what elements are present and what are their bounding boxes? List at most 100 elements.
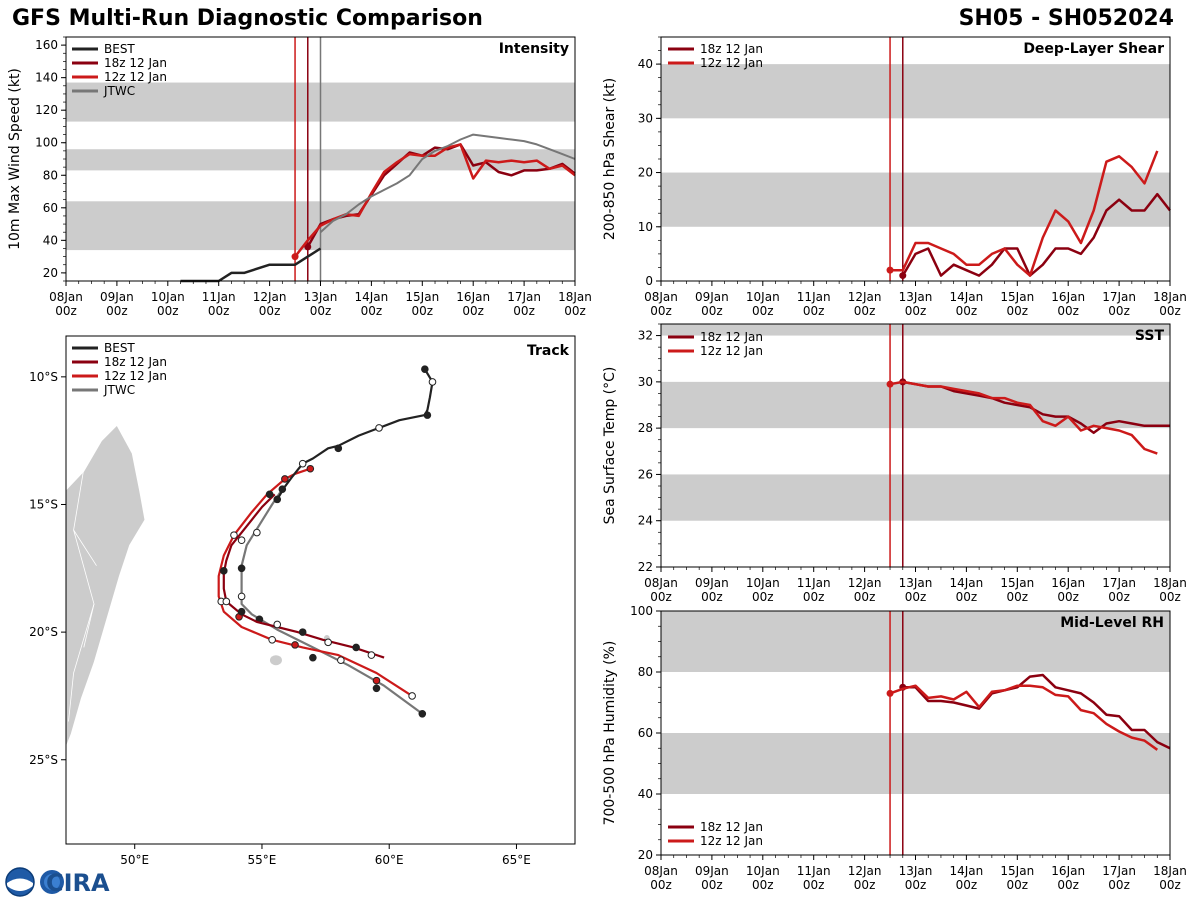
x-tick-label: 08Jan — [49, 290, 83, 304]
panel-title: Deep-Layer Shear — [1023, 41, 1164, 57]
x-tick-label: 13Jan — [899, 576, 933, 590]
x-tick-label: 09Jan — [100, 290, 134, 304]
x-tick-label: 00z — [1108, 304, 1130, 318]
storm-id: SH05 - SH052024 — [958, 6, 1174, 31]
axes-frame — [65, 335, 576, 845]
series-line-18z — [901, 192, 1171, 277]
track-point — [281, 475, 289, 483]
x-tick-label: 15Jan — [1000, 864, 1034, 878]
track-point — [237, 564, 246, 573]
y-tick-label: 15°S — [29, 497, 58, 511]
x-tick-label: 17Jan — [1102, 576, 1136, 590]
y-tick-label: 10 — [638, 220, 653, 234]
x-tick-label: 12Jan — [848, 864, 882, 878]
x-tick-label: 00z — [361, 304, 383, 318]
track-point — [219, 567, 228, 575]
x-tick-label: 09Jan — [695, 576, 729, 590]
cira-logo-text: CIRA — [46, 869, 110, 897]
panel-rh: 2040608010008Jan00z09Jan00z10Jan00z11Jan… — [602, 604, 1187, 892]
track-point — [268, 635, 276, 644]
legend-label: 12z 12 Jan — [700, 834, 763, 848]
threshold-band — [661, 172, 1170, 227]
series-line-JTWC — [319, 133, 576, 233]
series-start-point — [886, 266, 894, 274]
x-tick-label: 18Jan — [1153, 864, 1187, 878]
track-point — [237, 536, 246, 545]
track-line-12z — [217, 467, 413, 697]
y-tick-label: 40 — [43, 233, 58, 247]
x-tick-label: 00z — [1057, 304, 1079, 318]
y-axis-label: 700-500 hPa Humidity (%) — [602, 641, 618, 826]
x-tick-label: 00z — [956, 878, 978, 892]
series-start-point — [291, 253, 299, 261]
series-line-12z — [889, 684, 1159, 751]
legend-label: 18z 12 Jan — [700, 330, 763, 344]
legend-label: 18z 12 Jan — [104, 56, 167, 70]
legend-label: 12z 12 Jan — [700, 56, 763, 70]
x-tick-label: 00z — [956, 590, 978, 604]
legend-label: JTWC — [103, 84, 135, 98]
region-boundary — [68, 603, 95, 722]
track-point — [372, 676, 381, 685]
y-tick-label: 0 — [645, 274, 653, 288]
x-tick-label: 00z — [752, 590, 774, 604]
x-tick-label: 12Jan — [253, 290, 287, 304]
track-point — [309, 653, 317, 662]
x-tick-label: 00z — [1007, 590, 1029, 604]
x-tick-label: 00z — [854, 878, 876, 892]
threshold-band — [661, 324, 1170, 336]
x-tick-label: 00z — [803, 878, 825, 892]
threshold-band — [661, 611, 1170, 672]
track-line-JTWC — [240, 488, 423, 715]
x-tick-label: 15Jan — [1000, 290, 1034, 304]
x-tick-label: 00z — [310, 304, 332, 318]
x-tick-label: 09Jan — [695, 864, 729, 878]
x-tick-label: 55°E — [248, 853, 277, 867]
x-tick-label: 00z — [462, 304, 484, 318]
x-tick-label: 18Jan — [1153, 290, 1187, 304]
x-tick-label: 00z — [752, 878, 774, 892]
x-tick-label: 00z — [752, 304, 774, 318]
track-point — [298, 459, 307, 468]
y-tick-label: 28 — [638, 421, 653, 435]
legend-label: 12z 12 Jan — [104, 369, 167, 383]
x-tick-label: 14Jan — [950, 864, 984, 878]
y-tick-label: 100 — [630, 604, 653, 618]
y-tick-label: 26 — [638, 467, 653, 481]
y-tick-label: 30 — [638, 111, 653, 125]
x-tick-label: 13Jan — [304, 290, 338, 304]
x-tick-label: 00z — [564, 304, 586, 318]
x-tick-label: 14Jan — [355, 290, 389, 304]
track-line-BEST — [276, 368, 434, 500]
series-line-BEST — [180, 247, 322, 283]
y-tick-label: 32 — [638, 329, 653, 343]
x-tick-label: 10Jan — [746, 864, 780, 878]
x-tick-label: 10Jan — [151, 290, 185, 304]
x-tick-label: 65°E — [502, 853, 531, 867]
y-tick-label: 20 — [638, 848, 653, 862]
y-tick-label: 10°S — [29, 370, 58, 384]
x-tick-label: 00z — [513, 304, 535, 318]
x-tick-label: 16Jan — [456, 290, 490, 304]
threshold-band — [661, 64, 1170, 119]
y-tick-label: 20°S — [29, 625, 58, 639]
track-line-18z — [222, 493, 385, 659]
y-tick-label: 80 — [43, 168, 58, 182]
track-point — [306, 464, 315, 473]
series-start-point — [304, 243, 312, 251]
x-tick-label: 50°E — [120, 853, 149, 867]
x-tick-label: 10Jan — [746, 576, 780, 590]
x-tick-label: 16Jan — [1051, 864, 1085, 878]
x-tick-label: 08Jan — [644, 290, 678, 304]
x-tick-label: 00z — [956, 304, 978, 318]
x-tick-label: 00z — [650, 878, 672, 892]
x-tick-label: 15Jan — [405, 290, 439, 304]
page-title: GFS Multi-Run Diagnostic Comparison — [12, 6, 483, 31]
x-tick-label: 00z — [854, 304, 876, 318]
track-point — [230, 531, 238, 539]
track-point — [273, 620, 282, 629]
